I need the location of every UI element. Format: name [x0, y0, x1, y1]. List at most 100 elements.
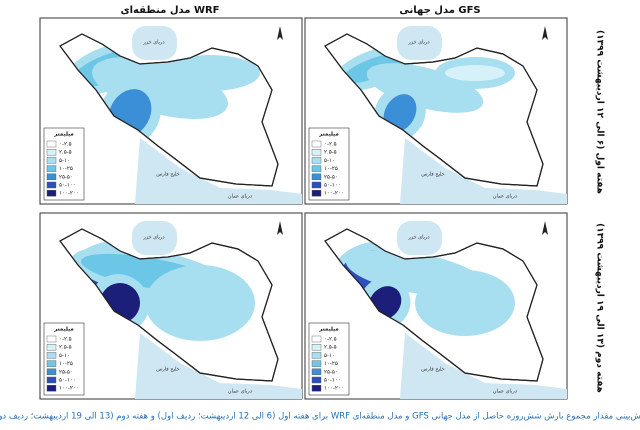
sea-label: دریای خزر — [407, 40, 429, 46]
legend-label: ۵۰-۱۰۰ — [324, 183, 341, 189]
precip-area — [170, 63, 250, 83]
legend-swatch — [311, 385, 322, 392]
sea-north — [132, 26, 177, 60]
precip — [62, 41, 260, 146]
legend-label: ۱۰۰-۲۰۰ — [59, 386, 79, 392]
map-panel: دریای خزر خلیج فارس دریای عمان میلیمتر ۰-۲.۵… — [304, 17, 568, 205]
legend-swatch — [311, 352, 322, 359]
sea-label: دریای عمان — [228, 194, 252, 200]
legend-label: ۵-۱۰ — [324, 158, 335, 164]
legend-label: ۰-۲.۵ — [59, 337, 72, 343]
legend-swatch — [311, 165, 322, 172]
legend-label: ۲.۵-۵ — [59, 150, 72, 156]
legend-swatch — [311, 368, 322, 375]
north-arrow — [542, 26, 548, 40]
legend-swatch — [311, 181, 322, 189]
legend-label: ۱۰۰-۲۰۰ — [324, 191, 344, 197]
legend-label: ۲۵-۵۰ — [324, 369, 338, 375]
legend: میلیمتر ۰-۲.۵ ۲.۵-۵ ۵-۱۰ ۱۰-۲۵ ۲۵-۵۰ ۵۰-۱۰۰ ۱۰۰… — [43, 127, 85, 201]
legend-label: ۱۰-۲۵ — [59, 361, 73, 367]
column-header: مدل جهانی GFS — [399, 5, 480, 16]
legend-label: ۱۰۰-۲۰۰ — [324, 386, 344, 392]
legend-label: ۵۰-۱۰۰ — [324, 378, 341, 384]
legend-label: ۵۰-۱۰۰ — [59, 183, 76, 189]
legend-label: ۱۰-۲۵ — [324, 166, 338, 172]
legend: میلیمتر ۰-۲.۵ ۲.۵-۵ ۵-۱۰ ۱۰-۲۵ ۲۵-۵۰ ۵۰-۱۰۰ ۱۰۰… — [308, 322, 350, 396]
legend-label: ۲.۵-۵ — [324, 345, 337, 351]
legend-label: ۵-۱۰ — [59, 353, 70, 359]
legend-swatch — [46, 376, 57, 384]
north-arrow — [277, 26, 283, 40]
north-arrow — [542, 221, 548, 235]
legend-label: ۰-۲.۵ — [324, 337, 337, 343]
legend-swatch — [46, 140, 57, 148]
sea-label: دریای عمان — [228, 389, 252, 395]
legend-swatch — [46, 173, 57, 180]
map-panel: دریای خزر خلیج فارس دریای عمان میلیمتر ۰-۲.۵… — [39, 212, 303, 400]
sea-label: خلیج فارس — [156, 367, 180, 373]
legend-label: ۲.۵-۵ — [59, 345, 72, 351]
sea-label: دریای عمان — [493, 389, 517, 395]
map-panel: دریای خزر خلیج فارس دریای عمان میلیمتر ۰-۲.۵… — [39, 17, 303, 205]
legend-label: ۰-۲.۵ — [59, 142, 72, 148]
legend-swatch — [46, 368, 57, 375]
legend-label: ۲۵-۵۰ — [59, 369, 73, 375]
legend-box — [308, 322, 350, 396]
sea-south — [135, 333, 302, 399]
map-panel: دریای خزر خلیج فارس دریای عمان میلیمتر ۰-۲.۵… — [304, 212, 568, 400]
precip-area — [383, 94, 417, 132]
legend-swatch — [46, 157, 57, 164]
legend-title: میلیمتر — [53, 327, 74, 333]
precip-area — [425, 278, 505, 328]
column-header: مدل منطقه‌ای WRF — [120, 5, 219, 16]
precip-area — [155, 273, 245, 333]
legend-title: میلیمتر — [53, 132, 74, 138]
legend-swatch — [46, 165, 57, 172]
sea-label: دریای خزر — [407, 235, 429, 241]
legend-swatch — [311, 173, 322, 180]
legend-label: ۵۰-۱۰۰ — [59, 378, 76, 384]
north-arrow — [277, 221, 283, 235]
legend-title: میلیمتر — [318, 327, 339, 333]
sea-label: دریای عمان — [493, 194, 517, 200]
legend-swatch — [46, 385, 57, 392]
legend-swatch — [46, 335, 57, 343]
legend-box — [43, 127, 85, 201]
precip-area — [376, 70, 474, 106]
legend-label: ۲۵-۵۰ — [59, 174, 73, 180]
legend: میلیمتر ۰-۲.۵ ۲.۵-۵ ۵-۱۰ ۱۰-۲۵ ۲۵-۵۰ ۵۰-۱۰۰ ۱۰۰… — [43, 322, 85, 396]
legend-label: ۲.۵-۵ — [324, 150, 337, 156]
legend-swatch — [46, 360, 57, 367]
precip-area — [101, 64, 219, 112]
precip-area — [445, 65, 505, 81]
legend-label: ۲۵-۵۰ — [324, 174, 338, 180]
legend-label: ۵-۱۰ — [324, 353, 335, 359]
legend-swatch — [46, 352, 57, 359]
legend-swatch — [311, 149, 322, 156]
legend-swatch — [311, 376, 322, 384]
sea-north — [397, 26, 442, 60]
legend-swatch — [311, 190, 322, 197]
legend-swatch — [311, 344, 322, 351]
legend-swatch — [311, 140, 322, 148]
legend-box — [43, 322, 85, 396]
sea-label: دریای خزر — [142, 40, 164, 46]
legend-label: ۱۰-۲۵ — [59, 166, 73, 172]
precip — [62, 241, 255, 341]
legend-swatch — [46, 344, 57, 351]
sea-south — [400, 333, 567, 399]
sea-north — [132, 221, 177, 255]
legend-swatch — [311, 335, 322, 343]
caption: پیش‌بینی مقدار مجموع بارش شش‌روزه حاصل ا… — [0, 412, 640, 422]
sea-north — [397, 221, 442, 255]
sea-south — [135, 138, 302, 204]
sea-label: خلیج فارس — [421, 367, 445, 373]
legend-swatch — [46, 181, 57, 189]
legend-label: ۱۰۰-۲۰۰ — [59, 191, 79, 197]
legend-swatch — [46, 190, 57, 197]
legend-label: ۰-۲.۵ — [324, 142, 337, 148]
legend-swatch — [311, 360, 322, 367]
legend-label: ۵-۱۰ — [59, 158, 70, 164]
sea-south — [400, 138, 567, 204]
